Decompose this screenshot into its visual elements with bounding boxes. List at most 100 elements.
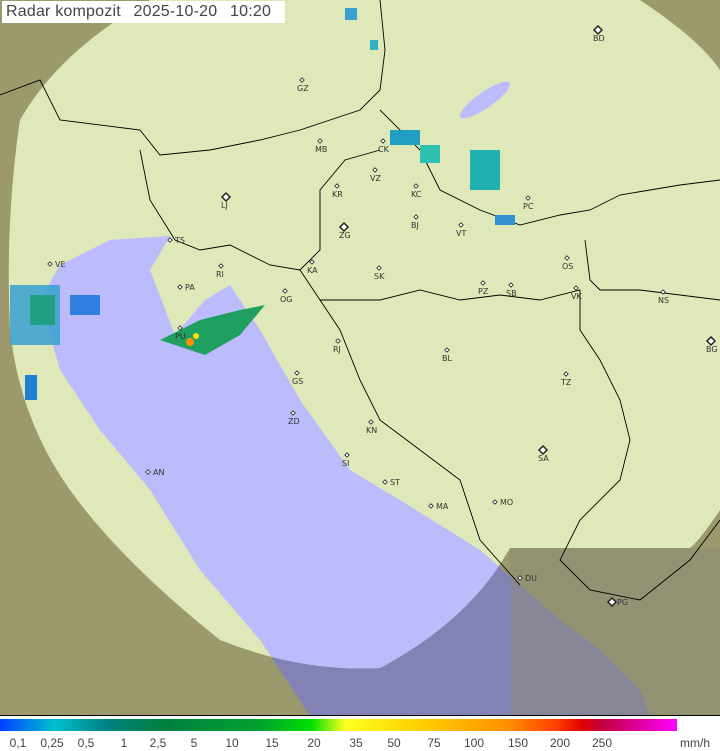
city-sa: SA: [537, 444, 549, 463]
city-marker-icon: [218, 263, 224, 269]
scale-tick-label: 75: [427, 736, 441, 750]
city-marker-icon: [537, 444, 549, 456]
city-marker-icon: [606, 596, 618, 608]
city-label: MA: [436, 502, 449, 511]
lake-balaton: [460, 81, 510, 119]
city-marker-icon: [563, 371, 569, 377]
scale-tick-label: 250: [591, 736, 613, 750]
city-pa: PA: [177, 283, 195, 292]
city-markers: BD GZ MB CK VZ KR KC PC LJ BJ ZG VT TS VE RI KA SK OS PA OG…: [47, 24, 718, 608]
city-label: SB: [506, 289, 517, 298]
city-kn: KN: [366, 419, 377, 435]
city-vt: VT: [456, 222, 466, 238]
city-lj: LJ: [220, 191, 232, 210]
city-marker-icon: [282, 288, 288, 294]
city-marker-icon: [573, 285, 579, 291]
city-marker-icon: [47, 261, 53, 267]
city-label: KC: [411, 190, 422, 199]
city-marker-icon: [145, 469, 151, 475]
city-label: GZ: [297, 84, 309, 93]
city-label: SI: [342, 459, 349, 468]
city-marker-icon: [177, 325, 183, 331]
city-label: BG: [706, 345, 718, 354]
city-bj: BJ: [411, 214, 419, 230]
city-mb: MB: [315, 138, 327, 154]
city-marker-icon: [294, 370, 300, 376]
city-marker-icon: [413, 183, 419, 189]
city-si: SI: [342, 452, 350, 468]
city-marker-icon: [335, 338, 341, 344]
city-label: RJ: [333, 345, 341, 354]
city-ts: TS: [167, 236, 185, 245]
city-pu: PU: [175, 325, 186, 341]
city-ns: NS: [658, 289, 669, 305]
city-kc: KC: [411, 183, 422, 199]
city-ve: VE: [47, 260, 66, 269]
city-marker-icon: [167, 237, 173, 243]
city-ka: KA: [307, 259, 318, 275]
city-marker-icon: [592, 24, 604, 36]
city-label: VZ: [370, 174, 381, 183]
city-label: KA: [307, 266, 318, 275]
city-marker-icon: [413, 214, 419, 220]
scale-tick-label: 2,5: [149, 736, 167, 750]
city-pc: PC: [523, 195, 534, 211]
city-marker-icon: [480, 280, 486, 286]
city-label: PA: [185, 283, 195, 292]
scale-tick-label: 1: [120, 736, 128, 750]
city-label: KR: [332, 190, 343, 199]
city-os: OS: [562, 255, 573, 271]
city-label: KN: [366, 426, 377, 435]
city-label: LJ: [221, 201, 228, 210]
city-zd: ZD: [288, 410, 300, 426]
city-marker-icon: [525, 195, 531, 201]
city-marker-icon: [705, 335, 717, 347]
city-marker-icon: [458, 222, 464, 228]
city-label: BJ: [411, 221, 419, 230]
city-label: SA: [538, 454, 549, 463]
scale-tick-label: 100: [463, 736, 485, 750]
city-label: TS: [174, 236, 185, 245]
city-marker-icon: [517, 575, 523, 581]
scale-tick-label: 35: [349, 736, 363, 750]
city-marker-icon: [492, 499, 498, 505]
city-sb: SB: [506, 282, 517, 298]
city-label: ZD: [288, 417, 300, 426]
scale-tick-label: 15: [265, 736, 279, 750]
city-marker-icon: [290, 410, 296, 416]
city-label: PZ: [478, 287, 489, 296]
scale-tick-label: 0,25: [40, 736, 64, 750]
city-zg: ZG: [338, 221, 351, 240]
city-gs: GS: [292, 370, 303, 386]
city-marker-icon: [508, 282, 514, 288]
city-ri: RI: [216, 263, 224, 279]
city-label: SK: [374, 272, 385, 281]
city-label: ST: [390, 478, 400, 487]
city-marker-icon: [309, 259, 315, 265]
scale-tick-label: 5: [190, 736, 198, 750]
city-st: ST: [382, 478, 400, 487]
city-label: PU: [175, 332, 186, 341]
country-borders: [0, 0, 720, 601]
city-label: OG: [280, 295, 293, 304]
city-rj: RJ: [333, 338, 341, 354]
city-label: VT: [456, 229, 466, 238]
city-gz: GZ: [297, 77, 309, 93]
city-vk: VK: [571, 285, 582, 301]
title-label: Radar kompozit: [6, 3, 121, 20]
city-du: DU: [517, 574, 537, 583]
precipitation-echoes: [10, 8, 515, 400]
city-sk: SK: [374, 265, 385, 281]
scale-tick-label: 0,1: [9, 736, 27, 750]
city-marker-icon: [660, 289, 666, 295]
city-label: BD: [593, 34, 605, 43]
no-data-area: [510, 548, 720, 716]
city-marker-icon: [428, 503, 434, 509]
city-vz: VZ: [370, 167, 381, 183]
title-date: 2025-10-20: [133, 3, 218, 20]
scale-tick-label: 10: [225, 736, 239, 750]
city-label: DU: [525, 574, 537, 583]
city-pz: PZ: [478, 280, 489, 296]
city-label: ZG: [339, 231, 351, 240]
